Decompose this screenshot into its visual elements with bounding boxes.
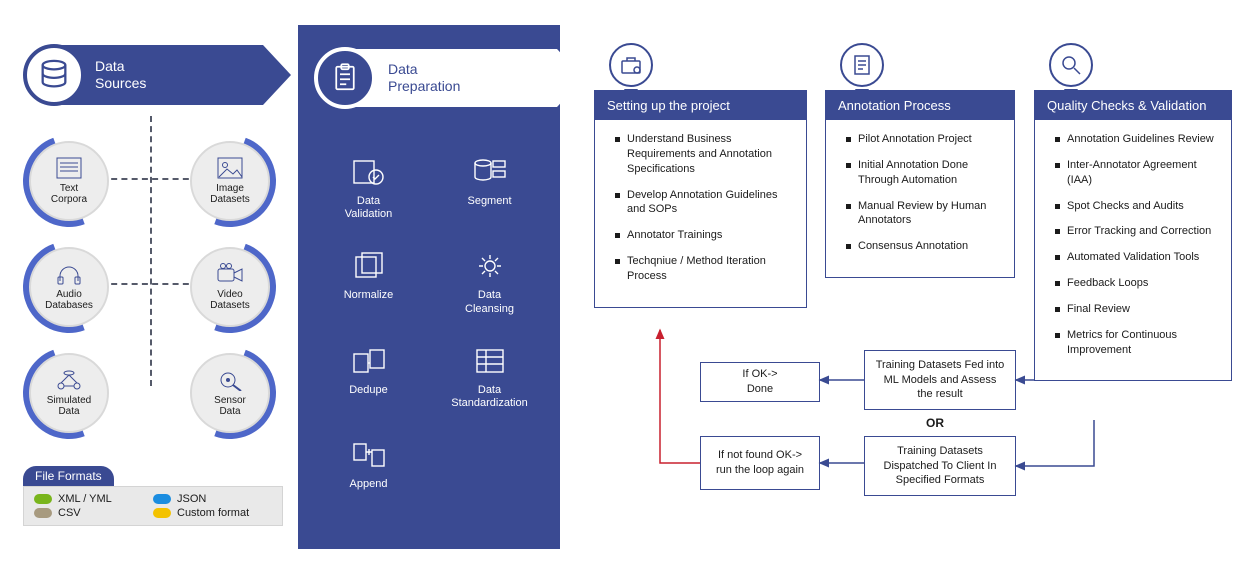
file-format-item: Custom format: [153, 507, 272, 519]
list-item: Consensus Annotation: [846, 239, 1000, 254]
node-label: Simulated Data: [47, 395, 91, 418]
file-formats-title: File Formats: [23, 466, 114, 486]
format-label: CSV: [58, 507, 81, 519]
format-label: Custom format: [177, 507, 249, 519]
panel-pin: [609, 43, 653, 99]
note-icon: [840, 43, 884, 87]
list-item: Manual Review by Human Annotators: [846, 199, 1000, 229]
list-item: Develop Annotation Guidelines and SOPs: [615, 188, 792, 218]
list-item: Inter-Annotator Agreement (IAA): [1055, 158, 1217, 188]
list-item: Spot Checks and Audits: [1055, 199, 1217, 214]
format-dot: [153, 508, 171, 518]
data-prep-grid: Data Validation Segment Normalize Data C…: [318, 155, 540, 491]
list-item: Annotation Guidelines Review: [1055, 132, 1217, 147]
file-formats-body: XML / YML JSON CSV Custom format: [23, 486, 283, 526]
panel-list: Annotation Guidelines Review Inter-Annot…: [1035, 120, 1231, 380]
node-label: Image Datasets: [210, 183, 249, 206]
source-text-corpora: Text Corpora: [23, 135, 115, 227]
or-label: OR: [926, 416, 944, 430]
validation-icon: [350, 155, 388, 189]
list-item: Annotator Trainings: [615, 228, 792, 243]
node-label: Audio Databases: [45, 289, 93, 312]
gear-icon: [471, 249, 509, 283]
prep-label: Data Cleansing: [439, 289, 540, 315]
flow-notok-loop: If not found OK-> run the loop again: [700, 436, 820, 490]
panel-pin: [840, 43, 884, 99]
panel-annotation: Annotation Process Pilot Annotation Proj…: [825, 90, 1015, 278]
panel-pin: [1049, 43, 1093, 99]
panel-list: Understand Business Requirements and Ann…: [595, 120, 806, 307]
flow-training-assess: Training Datasets Fed into ML Models and…: [864, 350, 1016, 410]
list-item: Final Review: [1055, 302, 1217, 317]
data-sources-grid: Text Corpora Image Datasets Audio Databa…: [23, 135, 283, 439]
node-label: Sensor Data: [214, 395, 246, 418]
data-prep-title: Data Preparation: [388, 61, 460, 96]
panel-quality: Quality Checks & Validation Annotation G…: [1034, 90, 1232, 381]
prep-segment: Segment: [439, 155, 540, 221]
panel-setup: Setting up the project Understand Busine…: [594, 90, 807, 308]
format-dot: [34, 494, 52, 504]
banner-arrow: [557, 49, 584, 107]
database-icon: [23, 44, 85, 106]
list-item: Pilot Annotation Project: [846, 132, 1000, 147]
briefcase-icon: [609, 43, 653, 87]
prep-label: Append: [318, 478, 419, 491]
normalize-icon: [350, 249, 388, 283]
prep-validation: Data Validation: [318, 155, 419, 221]
node-label: Text Corpora: [51, 183, 87, 206]
headphones-icon: [56, 263, 82, 285]
list-item: Understand Business Requirements and Ann…: [615, 132, 792, 177]
file-format-item: JSON: [153, 493, 272, 505]
source-simulated-data: Simulated Data: [23, 347, 115, 439]
source-sensor-data: Sensor Data: [184, 347, 276, 439]
format-label: JSON: [177, 493, 206, 505]
segment-icon: [471, 155, 509, 189]
prep-label: Data Validation: [318, 195, 419, 221]
prep-label: Data Standardization: [439, 384, 540, 410]
node-label: Video Datasets: [210, 289, 249, 312]
sensor-icon: [217, 369, 243, 391]
prep-normalize: Normalize: [318, 249, 419, 315]
prep-label: Dedupe: [318, 384, 419, 397]
list-item: Metrics for Continuous Improvement: [1055, 328, 1217, 358]
prep-cleansing: Data Cleansing: [439, 249, 540, 315]
format-dot: [153, 494, 171, 504]
list-item: Techqniue / Method Iteration Process: [615, 254, 792, 284]
prep-label: Segment: [439, 195, 540, 208]
data-sources-header: Data Sources: [23, 44, 146, 106]
document-icon: [56, 157, 82, 179]
file-format-item: CSV: [34, 507, 153, 519]
flow-ok-done: If OK-> Done: [700, 362, 820, 402]
format-label: XML / YML: [58, 493, 112, 505]
clipboard-icon: [314, 47, 376, 109]
prep-dedupe: Dedupe: [318, 344, 419, 410]
data-preparation-column: Data Preparation Data Validation Segment…: [298, 25, 560, 549]
format-dot: [34, 508, 52, 518]
data-prep-header: Data Preparation: [314, 47, 460, 109]
list-item: Feedback Loops: [1055, 276, 1217, 291]
list-item: Error Tracking and Correction: [1055, 224, 1217, 239]
dedupe-icon: [350, 344, 388, 378]
flow-dispatch: Training Datasets Dispatched To Client I…: [864, 436, 1016, 496]
video-icon: [217, 263, 243, 285]
image-icon: [217, 157, 243, 179]
prep-append: Append: [318, 438, 419, 491]
file-format-item: XML / YML: [34, 493, 153, 505]
append-icon: [350, 438, 388, 472]
network-icon: [56, 369, 82, 391]
list-item: Automated Validation Tools: [1055, 250, 1217, 265]
source-video-datasets: Video Datasets: [184, 241, 276, 333]
prep-standardization: Data Standardization: [439, 344, 540, 410]
banner-arrow: [263, 45, 291, 105]
file-formats-panel: File Formats XML / YML JSON CSV Custom f…: [23, 466, 283, 526]
list-item: Initial Annotation Done Through Automati…: [846, 158, 1000, 188]
data-sources-title: Data Sources: [95, 58, 146, 93]
standardization-icon: [471, 344, 509, 378]
source-image-datasets: Image Datasets: [184, 135, 276, 227]
source-audio-databases: Audio Databases: [23, 241, 115, 333]
magnifier-icon: [1049, 43, 1093, 87]
prep-label: Normalize: [318, 289, 419, 302]
panel-list: Pilot Annotation Project Initial Annotat…: [826, 120, 1014, 277]
